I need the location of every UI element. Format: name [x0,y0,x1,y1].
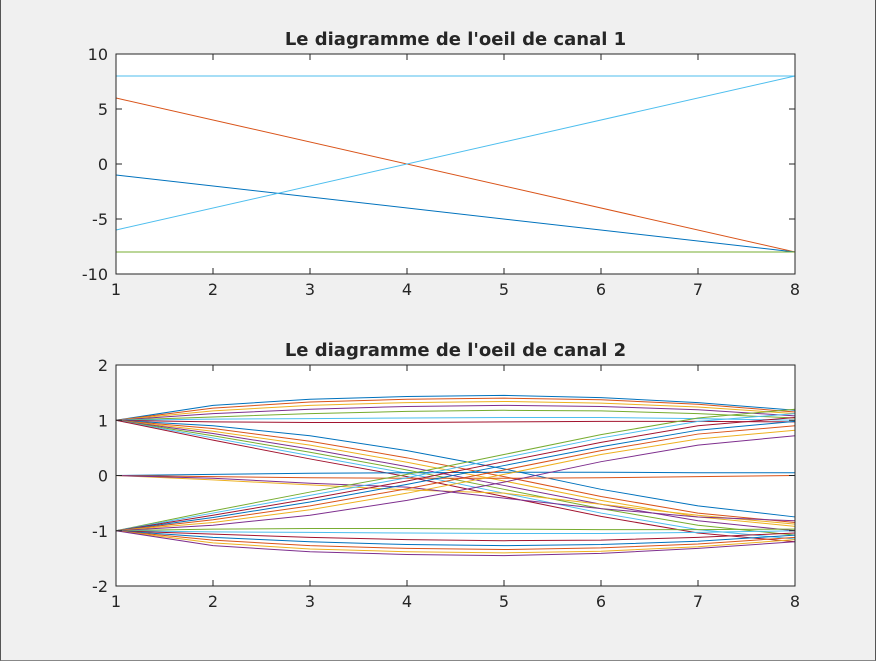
chart-title: Le diagramme de l'oeil de canal 2 [285,340,626,361]
series-line [115,75,796,231]
y-tick-label: -10 [82,265,108,284]
axis-ticks: 1 2 3 4 5 6 7 8 2 1 0 -1 -2 [92,356,800,611]
x-tick-label: 1 [111,280,121,299]
series-line [115,528,796,532]
chart-title: Le diagramme de l'oeil de canal 1 [285,29,626,50]
x-tick-label: 5 [499,592,509,611]
series-line [115,425,796,532]
x-tick-label: 2 [208,280,218,299]
series-line [115,416,796,421]
subplot-canal-2: Le diagramme de l'oeil de canal 2 1 2 3 4 5 6… [92,340,800,611]
x-tick-label: 4 [402,592,412,611]
x-tick-label: 5 [499,280,509,299]
x-tick-label: 6 [596,280,606,299]
y-tick-label: 0 [98,155,108,174]
x-tick-label: 7 [693,592,703,611]
x-tick-label: 7 [693,280,703,299]
y-tick-label: 2 [98,356,108,375]
x-tick-label: 2 [208,592,218,611]
y-tick-label: -5 [92,210,108,229]
series-line [115,419,796,543]
series-line [115,435,796,532]
plot-lines [115,75,796,253]
x-tick-label: 4 [402,280,412,299]
series-line [115,419,796,532]
series-line [115,419,796,540]
y-tick-label: 5 [98,100,108,119]
series-line [115,419,796,423]
x-tick-label: 8 [790,592,800,611]
series-line [115,530,796,535]
series-line [115,416,796,532]
series-line [115,400,796,421]
series-line [115,420,796,532]
series-line [115,530,796,551]
y-tick-label: 10 [88,45,108,64]
y-tick-label: -2 [92,577,108,596]
axes-background [116,54,795,274]
series-line [115,530,796,542]
series-line [115,408,796,532]
series-line [115,409,796,421]
series-line [115,419,796,518]
y-tick-label: 0 [98,467,108,486]
series-line [115,530,796,557]
series-line [115,475,796,522]
series-line [115,471,795,476]
y-tick-label: 1 [98,411,108,430]
series-line [115,530,796,547]
series-line [115,397,796,421]
series-line [115,97,796,253]
axes-background [116,365,795,586]
x-tick-label: 3 [305,592,315,611]
series-line [115,429,796,532]
y-tick-label: -1 [92,522,108,541]
series-line [115,530,796,554]
x-tick-label: 3 [305,280,315,299]
series-line [115,419,796,523]
series-line [115,475,796,479]
series-line [115,174,796,253]
x-tick-label: 6 [596,592,606,611]
axes-box [115,53,796,275]
series-line [115,413,796,532]
series-line [115,404,796,421]
x-tick-label: 1 [111,592,121,611]
axes-box [115,364,796,587]
plot-lines [115,394,796,557]
series-line [115,394,796,421]
subplot-canal-1: Le diagramme de l'oeil de canal 1 1 2 3 4 5 6… [82,29,800,299]
x-tick-label: 8 [790,280,800,299]
